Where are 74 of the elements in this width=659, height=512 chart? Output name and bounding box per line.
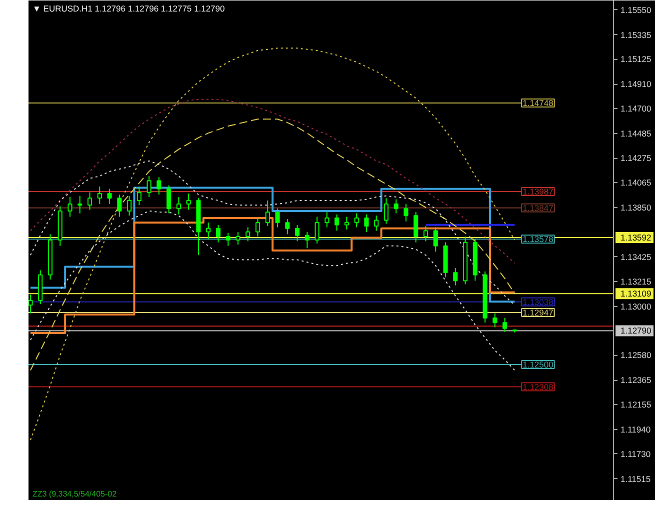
candlestick [304, 231, 310, 249]
candlestick [136, 186, 142, 206]
candlestick [414, 212, 418, 243]
y-tick-label: 1.15335 [620, 30, 652, 40]
candlestick [107, 188, 112, 204]
y-tick-label: 1.13592 [620, 232, 652, 242]
candlestick [265, 200, 270, 227]
candlestick [216, 224, 221, 243]
y-tick-label: 1.13215 [620, 276, 652, 286]
y-tick-label: 1.12365 [620, 375, 652, 386]
y-tick-label: 1.14910 [620, 79, 652, 90]
candlestick [206, 222, 211, 240]
y-tick-label: 1.14065 [620, 177, 652, 188]
chart-title: ▼ EURUSD.H1 1.12796 1.12796 1.12775 1.12790 [32, 4, 226, 14]
y-tick-label: 1.15550 [620, 4, 652, 15]
candlestick [404, 203, 408, 222]
candlestick [364, 214, 369, 232]
candlestick [246, 226, 250, 242]
annotation: ZZ3 (9,334,5/54/405-02 [32, 490, 118, 498]
candlestick [344, 216, 349, 230]
candlestick [324, 212, 330, 228]
line-series [30, 210, 516, 371]
line-series [30, 98, 516, 264]
y-tick-label: 1.12790 [620, 326, 652, 336]
candlestick [236, 231, 240, 246]
candlestick [117, 194, 122, 218]
candlestick [334, 214, 340, 232]
candlestick [87, 192, 92, 210]
y-tick-label: 1.13000 [620, 301, 652, 312]
y-tick-label: 1.14275 [620, 153, 652, 164]
y-tick-label: 1.12580 [620, 350, 652, 360]
ref-line-label: 1.12500 [522, 359, 554, 370]
candlestick [156, 176, 162, 196]
candlestick [285, 218, 290, 235]
ref-line-label: 1.13847 [522, 202, 554, 213]
ref-line-label: 1.14748 [522, 98, 554, 108]
y-tick-label: 1.13109 [620, 288, 652, 299]
candlestick [186, 193, 191, 210]
candlestick [394, 198, 398, 214]
candlestick [354, 212, 359, 228]
ref-line-label: 1.13038 [522, 296, 554, 307]
candlestick [255, 217, 260, 238]
candlestick [314, 216, 320, 244]
candlestick [97, 186, 102, 204]
y-tick-label: 1.15125 [620, 54, 652, 64]
candlestick [374, 215, 379, 232]
candlestick [127, 195, 132, 216]
y-tick-label: 1.11515 [620, 474, 651, 484]
candlestick [492, 312, 498, 328]
y-tick-label: 1.11730 [620, 448, 651, 459]
ref-line-label: 1.12947 [522, 307, 554, 318]
candlestick [423, 226, 428, 242]
y-tick-label: 1.13850 [620, 202, 652, 212]
y-tick-label: 1.14485 [620, 128, 652, 139]
candlestick [226, 232, 230, 246]
line-series [30, 160, 516, 306]
ref-line-label: 1.13987 [522, 186, 554, 197]
candlestick [453, 267, 458, 286]
candlestick [433, 226, 438, 252]
candlestick [166, 184, 172, 214]
candlestick [78, 195, 82, 214]
y-tick-label: 1.13425 [620, 252, 652, 262]
candlestick [146, 176, 152, 198]
candlestick [502, 317, 508, 332]
candlestick [176, 196, 181, 215]
y-tick-label: 1.14700 [620, 104, 652, 114]
candlestick [384, 198, 388, 224]
y-tick-label: 1.12155 [620, 400, 652, 410]
ref-line-label: 1.13578 [522, 234, 554, 244]
candlestick [275, 208, 280, 228]
candlestick [295, 224, 300, 242]
y-tick-label: 1.11940 [620, 424, 651, 435]
candlestick [68, 196, 72, 218]
ref-line-label: 1.12308 [522, 382, 554, 392]
